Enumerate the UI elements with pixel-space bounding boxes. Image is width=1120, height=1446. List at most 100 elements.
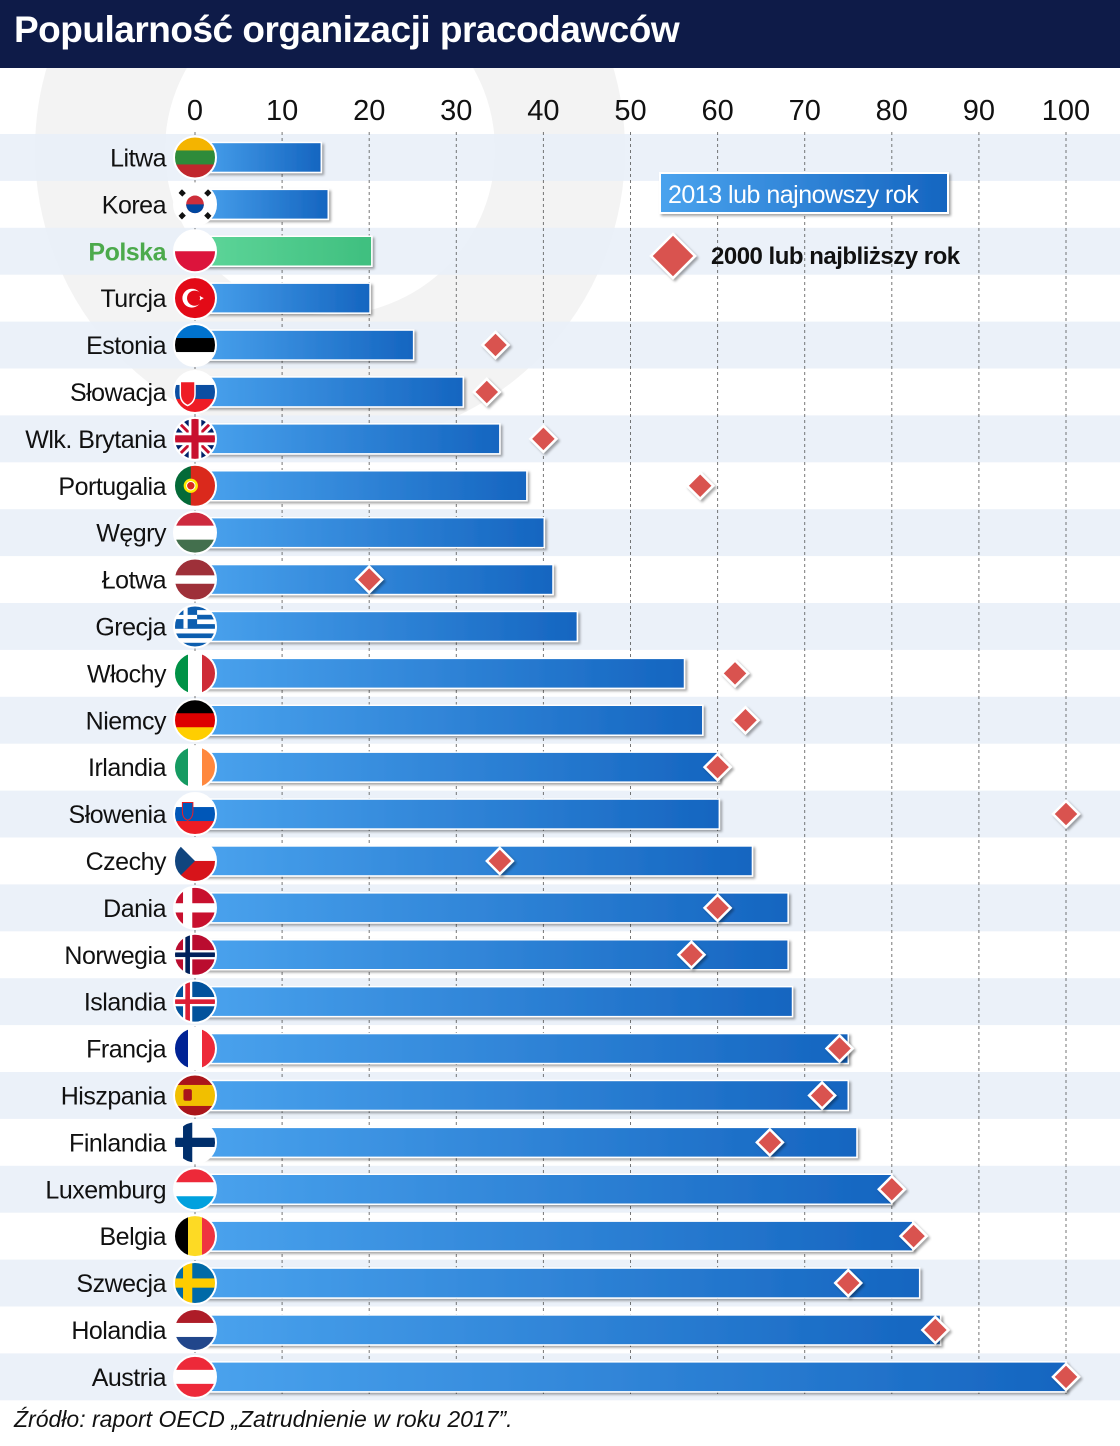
flag-ring xyxy=(173,276,217,321)
category-label: Irlandia xyxy=(88,754,167,782)
flag-ring xyxy=(173,792,217,837)
category-label: Grecja xyxy=(95,613,166,641)
category-label: Słowenia xyxy=(69,801,167,829)
header-bar: Popularność organizacji pracodawców xyxy=(0,0,1120,68)
poland-flag-icon xyxy=(174,230,216,273)
bar xyxy=(194,423,501,455)
flag-ring xyxy=(173,229,217,274)
category-label: Litwa xyxy=(110,144,166,172)
finland-flag-icon xyxy=(174,1121,216,1164)
bar xyxy=(194,1267,921,1299)
marker-point xyxy=(354,564,384,595)
flag-ring xyxy=(173,885,217,930)
category-label: Szwecja xyxy=(76,1270,166,1298)
bar xyxy=(194,376,465,408)
denmark-flag-icon xyxy=(174,886,216,929)
category-label: Korea xyxy=(102,191,167,219)
marker-point xyxy=(824,1033,855,1064)
x-tick-label: 100 xyxy=(1042,95,1090,127)
bar xyxy=(194,657,686,690)
marker-point xyxy=(898,1221,929,1251)
x-tick-label: 10 xyxy=(266,95,298,127)
category-label: Holandia xyxy=(71,1317,166,1345)
category-label: Francja xyxy=(86,1036,166,1064)
bar xyxy=(194,188,330,221)
flag-ring xyxy=(173,557,217,602)
flag-ring xyxy=(173,1354,217,1399)
category-label: Turcja xyxy=(100,285,166,313)
bar xyxy=(194,1220,914,1252)
bar xyxy=(194,1126,858,1159)
category-label: Estonia xyxy=(86,332,166,360)
bar xyxy=(194,751,721,783)
marker-point xyxy=(730,705,761,736)
marker-point xyxy=(485,846,515,876)
legend-label-bars: 2013 lub najnowszy rok xyxy=(668,181,919,209)
marker-point xyxy=(702,893,733,923)
flag-ring xyxy=(173,1307,217,1352)
czechia-flag-icon xyxy=(174,839,216,882)
bar xyxy=(194,516,546,549)
category-labels: Litwa Korea Polska Turcja Estonia Słowacja Wlk… xyxy=(25,144,168,1392)
marker-point xyxy=(720,658,750,689)
bars xyxy=(194,141,1067,1393)
bar xyxy=(194,282,371,314)
flags xyxy=(173,135,217,1399)
flag-ring xyxy=(173,510,217,555)
row-stripe xyxy=(0,321,1120,369)
flag-ring xyxy=(173,838,217,883)
bar xyxy=(194,470,528,502)
legend-bar-swatch xyxy=(659,172,949,214)
source-note: Źródło: raport OECD „Zatrudnienie w roku… xyxy=(14,1406,513,1432)
markers xyxy=(354,330,1081,1392)
category-label: Portugalia xyxy=(58,473,166,501)
bar xyxy=(194,1314,942,1346)
category-label: Hiszpania xyxy=(61,1082,167,1110)
marker-point xyxy=(702,752,733,782)
x-tick-label: 90 xyxy=(963,95,995,127)
category-label: Finlandia xyxy=(69,1129,167,1157)
category-label: Wlk. Brytania xyxy=(25,426,166,454)
flag-ring xyxy=(173,745,217,790)
x-tick-label: 0 xyxy=(187,95,203,127)
category-label: Austria xyxy=(92,1364,167,1392)
marker-point xyxy=(480,330,511,360)
x-tick-label: 30 xyxy=(440,95,472,127)
legend: 2013 lub najnowszy rok 2000 lub najbliższ… xyxy=(649,172,961,280)
marker-point xyxy=(472,377,502,407)
x-tick-label: 40 xyxy=(527,95,559,127)
marker-point xyxy=(528,424,559,454)
x-tick-label: 20 xyxy=(353,95,385,127)
legend-label-markers: 2000 lub najbliższy rok xyxy=(711,243,961,270)
bar xyxy=(194,845,754,877)
norway-flag-icon xyxy=(174,933,216,976)
marker-point xyxy=(685,470,715,501)
category-label: Belgia xyxy=(100,1223,167,1251)
x-tick-label: 50 xyxy=(614,95,646,127)
marker-point xyxy=(920,1315,951,1345)
hungary-flag-icon xyxy=(174,511,216,554)
category-label: Węgry xyxy=(96,520,167,548)
flag-ring xyxy=(173,1026,217,1071)
flag-ring xyxy=(173,1261,217,1306)
flag-ring xyxy=(173,135,217,180)
x-tick-label: 70 xyxy=(789,95,821,127)
flag-ring xyxy=(173,182,217,227)
flag-ring xyxy=(173,698,217,743)
category-label: Luxemburg xyxy=(45,1176,166,1204)
flag-ring xyxy=(173,463,217,508)
bar xyxy=(194,1079,849,1112)
category-label: Dania xyxy=(103,895,166,923)
legend-marker-swatch xyxy=(649,232,697,280)
iceland-flag-icon xyxy=(174,980,216,1023)
x-tick-label: 60 xyxy=(701,95,733,127)
flag-ring xyxy=(173,1073,217,1118)
marker-point xyxy=(755,1127,785,1158)
flag-ring xyxy=(173,323,217,368)
bar xyxy=(194,1032,849,1065)
latvia-flag-icon xyxy=(174,558,216,601)
category-label: Słowacja xyxy=(70,379,167,407)
marker-point xyxy=(1051,1362,1081,1392)
